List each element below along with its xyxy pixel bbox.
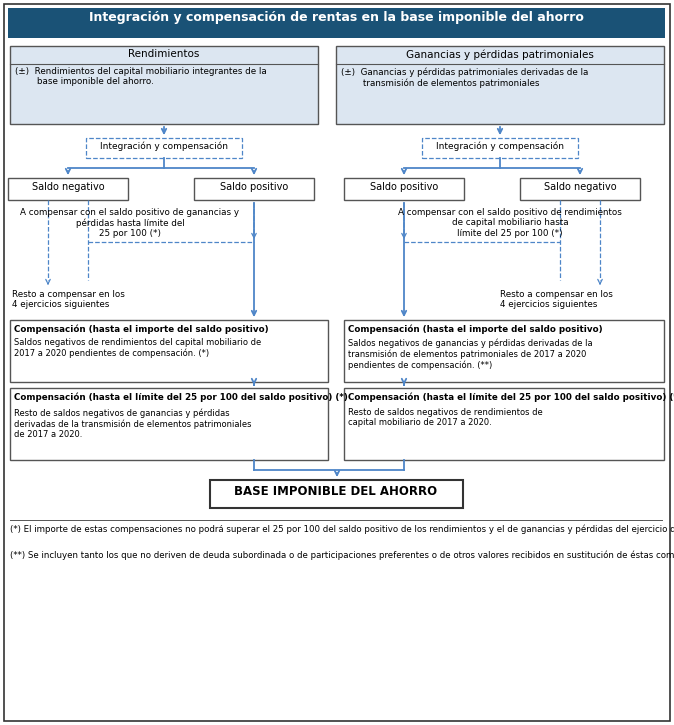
Text: (±)  Ganancias y pérdidas patrimoniales derivadas de la
        transmisión de e: (±) Ganancias y pérdidas patrimoniales d… xyxy=(341,67,588,88)
Bar xyxy=(86,138,242,158)
Bar xyxy=(210,480,463,508)
Text: (±)  Rendimientos del capital mobiliario integrantes de la
        base imponibl: (±) Rendimientos del capital mobiliario … xyxy=(15,67,267,86)
Text: Compensación (hasta el límite del 25 por 100 del saldo positivo) (*): Compensación (hasta el límite del 25 por… xyxy=(14,392,348,402)
Text: Compensación (hasta el importe del saldo positivo): Compensación (hasta el importe del saldo… xyxy=(348,324,603,334)
Bar xyxy=(344,320,664,382)
Text: (*) El importe de estas compensaciones no podrá superar el 25 por 100 del saldo : (*) El importe de estas compensaciones n… xyxy=(10,524,674,534)
Text: Saldo negativo: Saldo negativo xyxy=(32,182,104,192)
Text: Resto de saldos negativos de rendimientos de
capital mobiliario de 2017 a 2020.: Resto de saldos negativos de rendimiento… xyxy=(348,408,543,428)
Text: Saldo negativo: Saldo negativo xyxy=(544,182,616,192)
Bar xyxy=(10,46,318,124)
Text: Resto a compensar en los
4 ejercicios siguientes: Resto a compensar en los 4 ejercicios si… xyxy=(500,290,613,310)
Text: Compensación (hasta el límite del 25 por 100 del saldo positivo) (*): Compensación (hasta el límite del 25 por… xyxy=(348,392,674,402)
Text: A compensar con el saldo positivo de rendimientos
de capital mobiliario hasta
lí: A compensar con el saldo positivo de ren… xyxy=(398,208,622,238)
Bar xyxy=(10,320,328,382)
Text: (**) Se incluyen tanto los que no deriven de deuda subordinada o de participacio: (**) Se incluyen tanto los que no derive… xyxy=(10,550,674,560)
Bar xyxy=(194,178,314,200)
Text: Saldo positivo: Saldo positivo xyxy=(370,182,438,192)
Text: BASE IMPONIBLE DEL AHORRO: BASE IMPONIBLE DEL AHORRO xyxy=(235,485,437,498)
Bar xyxy=(336,46,664,124)
Text: Saldo positivo: Saldo positivo xyxy=(220,182,288,192)
Bar xyxy=(8,8,665,38)
Text: Saldos negativos de rendimientos del capital mobiliario de
2017 a 2020 pendiente: Saldos negativos de rendimientos del cap… xyxy=(14,338,262,358)
Bar xyxy=(344,178,464,200)
Bar xyxy=(520,178,640,200)
Bar xyxy=(344,388,664,460)
Bar xyxy=(422,138,578,158)
Bar xyxy=(10,388,328,460)
Text: A compensar con el saldo positivo de ganancias y
pérdidas hasta límite del
25 po: A compensar con el saldo positivo de gan… xyxy=(20,208,239,239)
Bar xyxy=(8,178,128,200)
Text: Compensación (hasta el importe del saldo positivo): Compensación (hasta el importe del saldo… xyxy=(14,324,269,334)
Text: Resto de saldos negativos de ganancias y pérdidas
derivadas de la transmisión de: Resto de saldos negativos de ganancias y… xyxy=(14,408,251,439)
Text: Integración y compensación: Integración y compensación xyxy=(100,141,228,151)
Text: Integración y compensación de rentas en la base imponible del ahorro: Integración y compensación de rentas en … xyxy=(88,11,584,24)
Text: Ganancias y pérdidas patrimoniales: Ganancias y pérdidas patrimoniales xyxy=(406,49,594,59)
Text: Rendimientos: Rendimientos xyxy=(128,49,200,59)
Text: Saldos negativos de ganancias y pérdidas derivadas de la
transmisión de elemento: Saldos negativos de ganancias y pérdidas… xyxy=(348,338,592,370)
Text: Resto a compensar en los
4 ejercicios siguientes: Resto a compensar en los 4 ejercicios si… xyxy=(12,290,125,310)
Text: Integración y compensación: Integración y compensación xyxy=(436,141,564,151)
